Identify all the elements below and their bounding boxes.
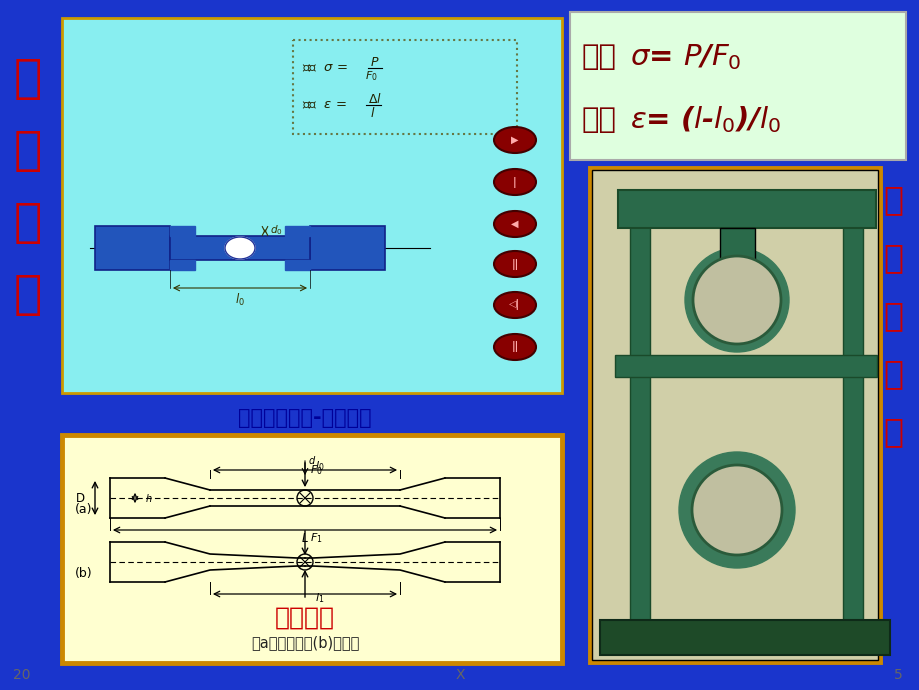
Text: 应变  $\varepsilon$ =: 应变 $\varepsilon$ = (301, 99, 346, 112)
Text: 拉伸试样: 拉伸试样 (275, 606, 335, 630)
Text: 低碳钢的应力-应变曲线: 低碳钢的应力-应变曲线 (238, 408, 371, 428)
FancyBboxPatch shape (589, 168, 879, 662)
Text: $d_0$: $d_0$ (269, 223, 282, 237)
Text: D: D (75, 491, 85, 504)
Text: $F_0$: $F_0$ (365, 69, 378, 83)
Text: $l_0$: $l_0$ (314, 459, 324, 473)
Ellipse shape (494, 292, 536, 318)
Text: ||: || (511, 259, 518, 270)
Text: ◀: ◀ (511, 219, 518, 229)
Text: 试: 试 (14, 201, 42, 246)
Circle shape (678, 452, 794, 568)
FancyBboxPatch shape (62, 435, 562, 663)
Text: (b): (b) (75, 567, 93, 580)
Circle shape (685, 248, 789, 352)
FancyBboxPatch shape (630, 195, 650, 645)
Text: $\Delta l$: $\Delta l$ (368, 92, 381, 106)
FancyBboxPatch shape (170, 236, 310, 260)
Text: $\sigma$= $P$/$F_0$: $\sigma$= $P$/$F_0$ (630, 42, 741, 72)
FancyBboxPatch shape (62, 18, 562, 393)
Text: X: X (455, 668, 464, 682)
FancyBboxPatch shape (95, 226, 170, 270)
Polygon shape (285, 226, 310, 236)
FancyBboxPatch shape (599, 620, 889, 655)
Ellipse shape (494, 127, 536, 153)
Ellipse shape (225, 237, 255, 259)
Text: 应力: 应力 (582, 43, 617, 71)
Text: 伸: 伸 (14, 130, 42, 175)
Text: $h$: $h$ (145, 492, 153, 504)
Polygon shape (285, 260, 310, 270)
Ellipse shape (494, 211, 536, 237)
Text: ||: || (511, 342, 518, 353)
Text: $L$: $L$ (301, 531, 309, 544)
Text: 应力  $\sigma$ =: 应力 $\sigma$ = (301, 61, 347, 75)
Text: （a）拉伸前；(b)拉断后: （a）拉伸前；(b)拉断后 (251, 635, 358, 651)
Text: 拉: 拉 (882, 184, 902, 217)
Text: $P$: $P$ (369, 55, 380, 68)
FancyBboxPatch shape (310, 226, 384, 270)
Text: 应变: 应变 (582, 106, 617, 134)
Text: ▶: ▶ (511, 135, 518, 145)
FancyBboxPatch shape (591, 170, 877, 660)
Text: 5: 5 (892, 668, 902, 682)
Text: $d$: $d$ (308, 454, 316, 466)
Text: ◁|: ◁| (509, 299, 520, 310)
FancyBboxPatch shape (720, 228, 754, 288)
Ellipse shape (494, 251, 536, 277)
Polygon shape (170, 260, 195, 270)
FancyBboxPatch shape (618, 190, 875, 228)
Text: $F_0$: $F_0$ (310, 463, 323, 477)
Text: 试: 试 (882, 299, 902, 333)
Text: 拉: 拉 (14, 57, 42, 103)
Text: 机: 机 (882, 415, 902, 448)
FancyBboxPatch shape (842, 195, 862, 645)
Ellipse shape (494, 169, 536, 195)
Text: (a): (a) (75, 504, 93, 517)
Text: $F_1$: $F_1$ (310, 531, 323, 545)
Text: $\varepsilon$= ($l$-$l_0$)/$l_0$: $\varepsilon$= ($l$-$l_0$)/$l_0$ (630, 105, 780, 135)
Circle shape (691, 465, 781, 555)
Ellipse shape (494, 334, 536, 360)
Text: 伸: 伸 (882, 241, 902, 275)
Text: 验: 验 (14, 273, 42, 319)
Text: $l$: $l$ (369, 106, 375, 120)
Text: |: | (513, 177, 516, 188)
Circle shape (692, 256, 780, 344)
Polygon shape (170, 226, 195, 236)
Text: $l_0$: $l_0$ (234, 292, 244, 308)
FancyBboxPatch shape (614, 355, 876, 377)
FancyBboxPatch shape (570, 12, 905, 160)
Text: 20: 20 (13, 668, 30, 682)
Text: $l_1$: $l_1$ (314, 591, 324, 605)
Text: 验: 验 (882, 357, 902, 391)
